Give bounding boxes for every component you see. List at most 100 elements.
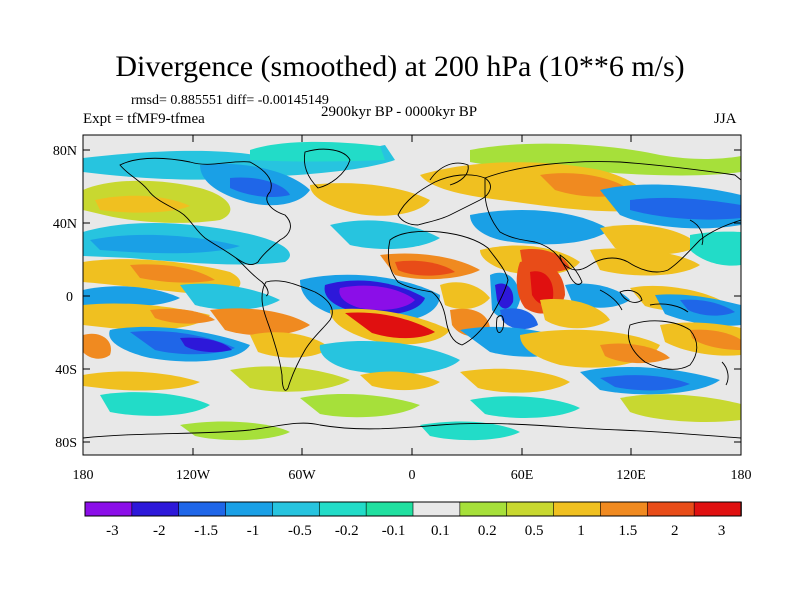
field-region <box>620 394 741 423</box>
coastline-asia <box>484 161 741 273</box>
coastlines <box>83 148 741 439</box>
field-region <box>339 285 415 310</box>
colorbar-swatch <box>459 501 508 517</box>
field-region <box>83 145 395 180</box>
field-region <box>230 366 350 392</box>
field-region <box>360 371 440 391</box>
coastline-europe <box>397 174 491 226</box>
colorbar-swatch <box>272 501 321 517</box>
coastline-new-guinea <box>649 303 689 313</box>
lon-label-120w: 120W <box>176 468 211 483</box>
field-region <box>600 343 670 364</box>
field-region <box>420 421 520 441</box>
colorbar-swatch <box>600 501 649 517</box>
lat-label-80n: 80N <box>53 144 77 159</box>
coastline-india <box>559 254 583 285</box>
field-region <box>500 308 538 330</box>
colorbar-swatch <box>318 501 367 517</box>
season-label: JJA <box>714 111 737 127</box>
lat-label-40n: 40N <box>53 217 77 232</box>
colorbar-label: 2 <box>671 523 679 539</box>
field-region <box>83 371 200 391</box>
divergence-field <box>83 135 741 455</box>
colorbar: -3 -2 -1.5 -1 -0.5 -0.2 -0.1 0.1 0.2 0.5 1 1.5 2 3 <box>84 501 742 539</box>
field-region <box>83 286 180 307</box>
coastline-borneo <box>619 289 643 303</box>
colorbar-swatch <box>646 501 695 517</box>
coastline-sumatra <box>599 289 623 311</box>
field-region <box>600 375 690 391</box>
rmsd-diff-stats: rmsd= 0.885551 diff= -0.00145149 <box>131 93 329 108</box>
colorbar-label: -0.1 <box>382 523 406 539</box>
colorbar-swatch <box>131 501 180 517</box>
lat-label-80s: 80S <box>55 436 77 451</box>
field-region <box>345 312 435 339</box>
colorbar-swatch <box>84 501 133 517</box>
coastline-scandinavia <box>429 162 469 186</box>
field-region <box>310 183 430 216</box>
lat-label-0: 0 <box>66 290 73 305</box>
coastline-madagascar <box>496 315 505 334</box>
lon-ticks <box>82 135 742 455</box>
field-region <box>540 299 610 329</box>
period-label: 2900kyr BP - 0000kyr BP <box>321 104 478 120</box>
colorbar-label: -0.2 <box>335 523 359 539</box>
field-region <box>565 283 630 308</box>
colorbar-label: -2 <box>153 523 166 539</box>
lat-label-40s: 40S <box>55 363 77 378</box>
field-region <box>440 282 490 310</box>
field-region <box>300 394 420 418</box>
colorbar-label: 0.5 <box>525 523 544 539</box>
lon-label-0: 0 <box>409 468 416 483</box>
colorbar-label: -3 <box>106 523 119 539</box>
field-region <box>180 337 232 353</box>
colorbar-swatch <box>693 501 742 517</box>
field-region <box>680 299 735 316</box>
field-region <box>150 308 215 324</box>
coastline-new-zealand <box>721 361 729 386</box>
lon-label-180e: 180 <box>731 468 752 483</box>
field-region <box>230 177 290 198</box>
lon-label-180w: 180 <box>73 468 94 483</box>
colorbar-label: 1 <box>577 523 585 539</box>
field-region <box>250 141 385 162</box>
field-region <box>210 308 310 336</box>
coastline-greenland <box>303 148 351 189</box>
lat-ticks <box>83 149 741 443</box>
field-region <box>470 396 580 418</box>
field-region <box>250 332 330 358</box>
colorbar-label: 3 <box>718 523 726 539</box>
colorbar-swatch <box>506 501 555 517</box>
colorbar-swatch <box>412 501 461 517</box>
field-region <box>130 264 215 283</box>
field-region <box>630 197 741 220</box>
field-region <box>590 248 700 276</box>
colorbar-label: -1.5 <box>194 523 218 539</box>
field-region <box>495 283 514 309</box>
field-region <box>180 283 280 310</box>
coastline-north-america <box>119 157 291 265</box>
field-region <box>100 392 210 416</box>
colorbar-swatch <box>553 501 602 517</box>
coastline-australia <box>627 320 698 370</box>
field-region <box>530 271 554 305</box>
colorbar-label: -1 <box>247 523 260 539</box>
colorbar-frame <box>84 501 742 517</box>
lon-label-60w: 60W <box>288 468 316 483</box>
coastline-south-america <box>261 280 333 391</box>
colorbar-swatch <box>178 501 227 517</box>
colorbar-label: 0.2 <box>478 523 497 539</box>
lon-label-60e: 60E <box>511 468 534 483</box>
field-region <box>95 195 190 213</box>
colorbar-label: 0.1 <box>431 523 450 539</box>
map-title: Divergence (smoothed) at 200 hPa (10**6 … <box>115 50 685 83</box>
colorbar-swatch <box>365 501 414 517</box>
field-region <box>395 260 455 276</box>
field-region <box>690 329 741 350</box>
colorbar-label: -0.5 <box>288 523 312 539</box>
field-region <box>319 340 460 375</box>
field-region <box>83 333 111 359</box>
colorbar-swatch <box>225 501 274 517</box>
field-region <box>460 368 570 393</box>
